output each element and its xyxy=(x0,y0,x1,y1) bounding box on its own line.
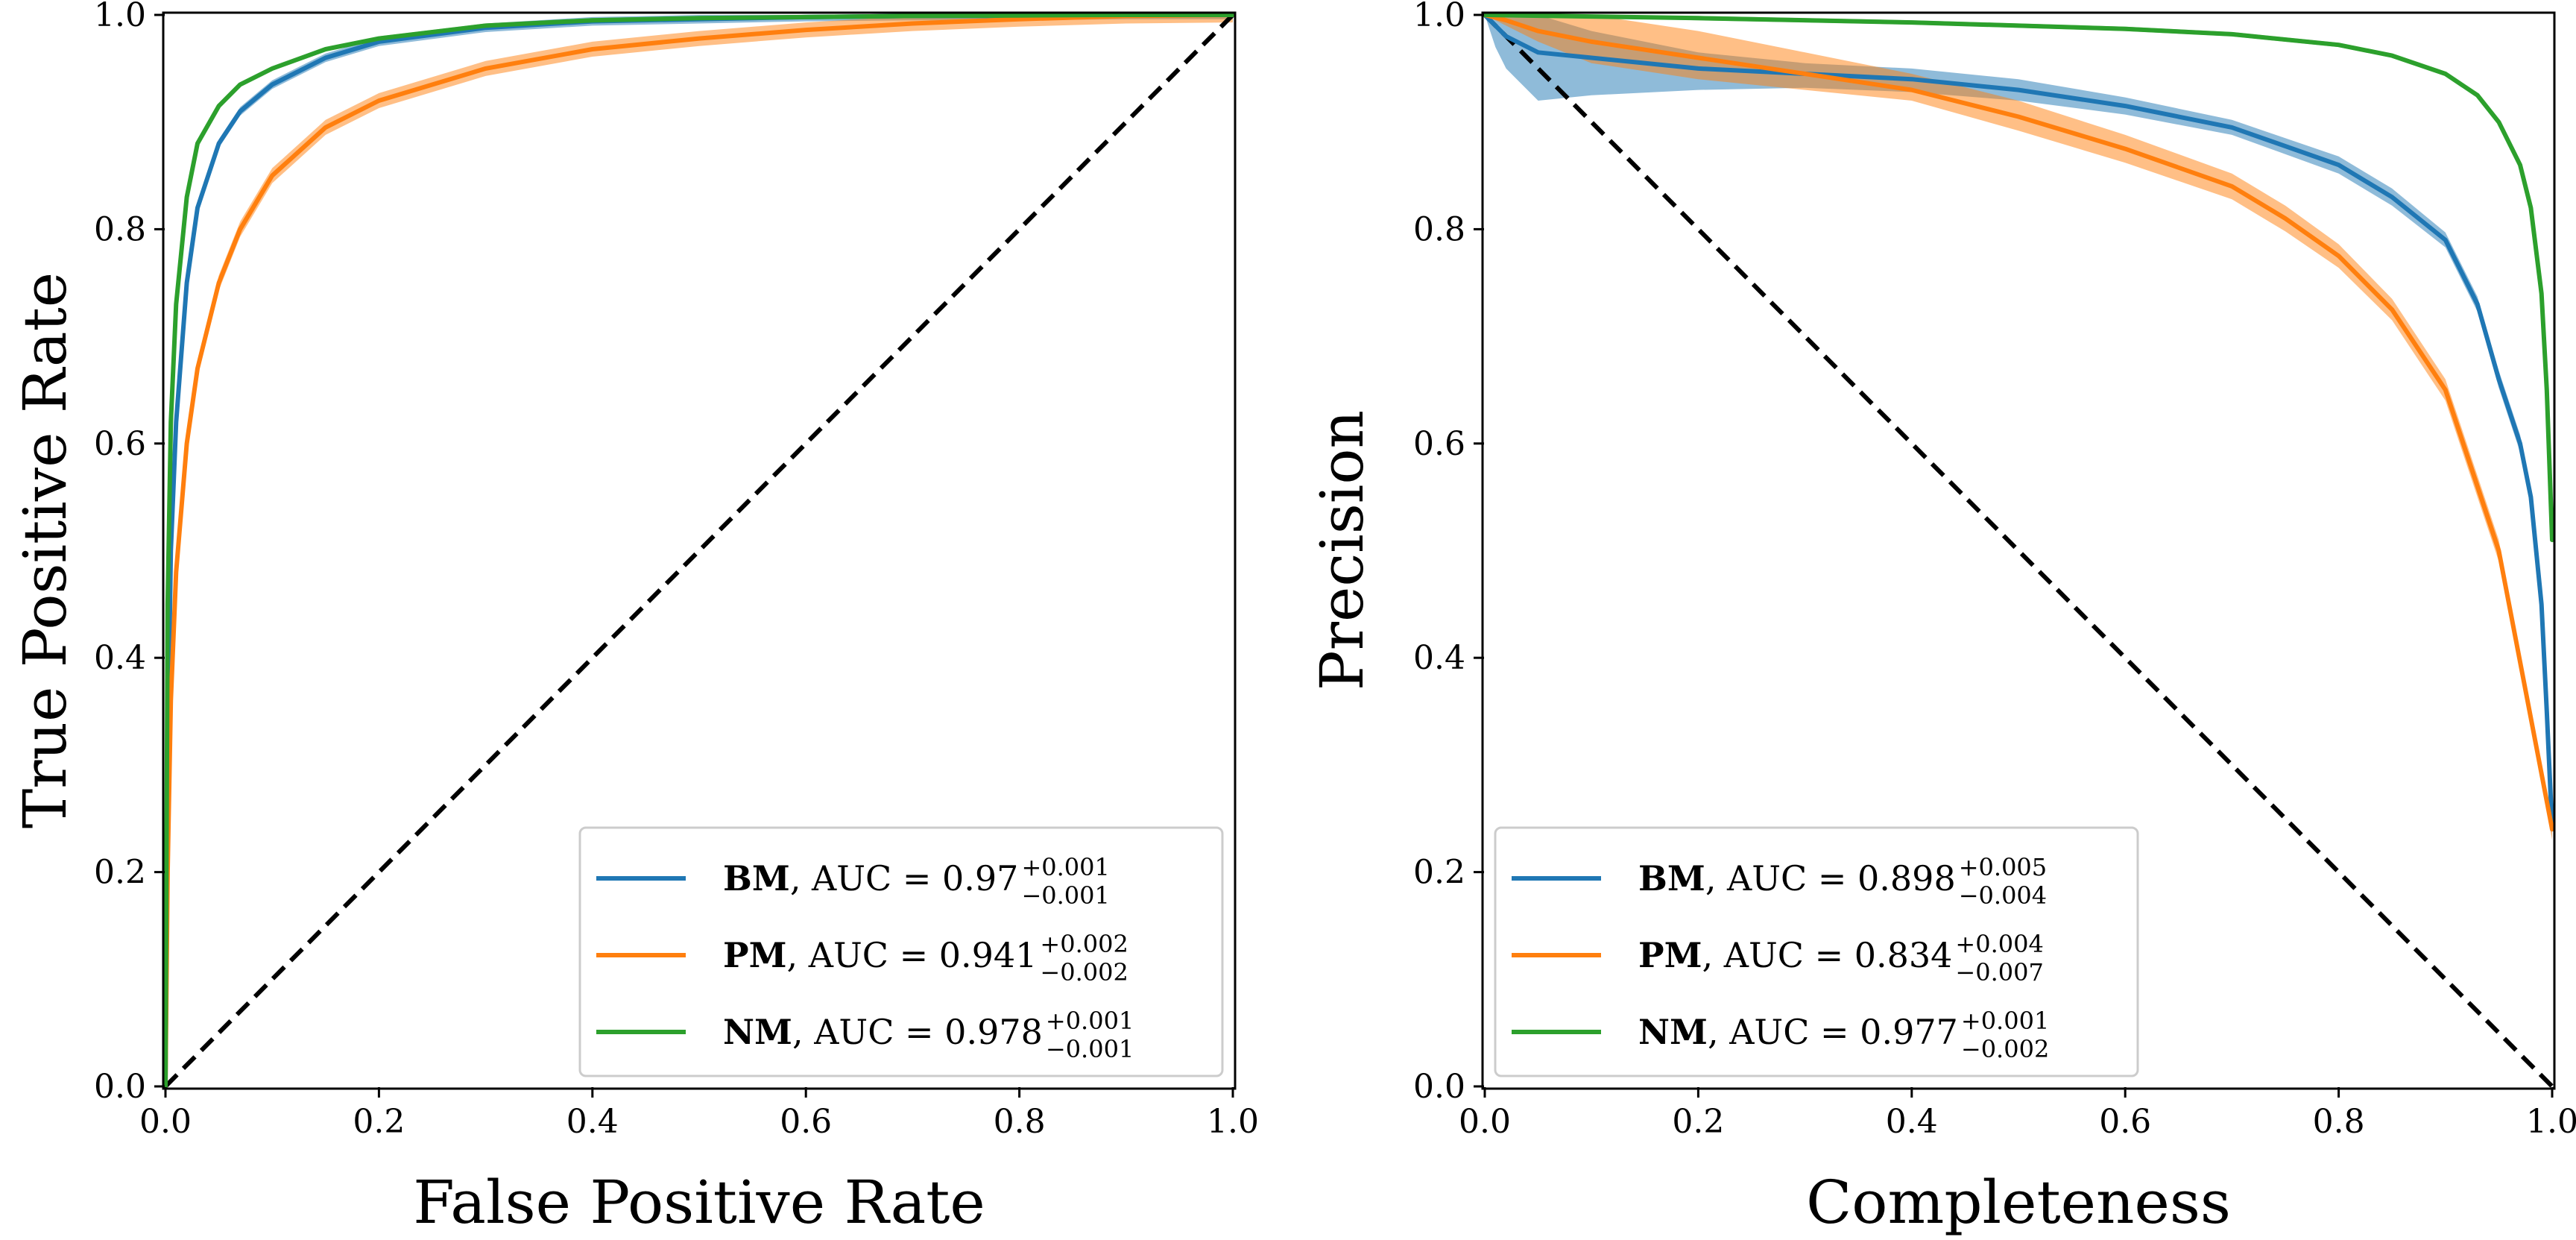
roc-y-tick-label: 0.8 xyxy=(94,210,146,248)
roc-y-tick-label: 1.0 xyxy=(94,0,146,34)
pr-y-tick-label: 0.4 xyxy=(1413,639,1465,677)
pr-legend: BM, AUC = 0.898 +0.005 −0.004 PM, AUC = 0.8… xyxy=(1494,826,2139,1077)
pr-band-pm xyxy=(1485,15,2552,840)
pr-x-tick-label: 0.8 xyxy=(2313,1103,2365,1141)
pr-curves xyxy=(1483,13,2554,832)
roc-chart: 0.0 0.2 0.4 0.6 0.8 1.0 0.0 0.2 0.4 0.6 0.8 1.0 Fa… xyxy=(10,0,1259,1237)
pr-line-bm xyxy=(1483,13,2554,832)
roc-x-tick-label: 1.0 xyxy=(1207,1103,1259,1141)
pr-x-tick-label: 0.4 xyxy=(1886,1103,1938,1141)
pr-x-axis-label: Completeness xyxy=(1806,1168,2231,1237)
roc-y-tick-label: 0.6 xyxy=(94,425,146,463)
pr-legend-label-pm: PM, AUC = 0.834 +0.004 −0.007 xyxy=(1638,930,2044,986)
roc-y-tick-label: 0.2 xyxy=(94,854,146,892)
roc-line-pm xyxy=(163,13,1235,1089)
pr-x-tick-label: 0.0 xyxy=(1459,1103,1511,1141)
pr-y-tick-label: 0.6 xyxy=(1413,425,1465,463)
pr-y-tick-label: 0.0 xyxy=(1413,1068,1465,1106)
roc-x-tick-label: 0.6 xyxy=(780,1103,832,1141)
roc-y-ticks: 0.0 0.2 0.4 0.6 0.8 1.0 xyxy=(94,0,165,1106)
roc-legend: BM, AUC = 0.97 +0.001 −0.001 PM, AUC = 0.94… xyxy=(578,826,1224,1077)
roc-y-tick-label: 0.4 xyxy=(94,639,146,677)
roc-line-nm xyxy=(163,13,1235,1089)
roc-plot-frame xyxy=(162,11,1237,1090)
roc-legend-label-bm: BM, AUC = 0.97 +0.001 −0.001 xyxy=(723,853,1110,910)
roc-x-tick-label: 0.8 xyxy=(994,1103,1046,1141)
pr-y-tick-label: 1.0 xyxy=(1413,0,1465,34)
pr-line-nm xyxy=(1483,13,2554,543)
pr-y-tick-label: 0.8 xyxy=(1413,210,1465,248)
roc-y-axis-label: True Positive Rate xyxy=(10,272,80,828)
roc-x-tick-label: 0.2 xyxy=(353,1103,405,1141)
pr-bands xyxy=(1485,15,2552,840)
roc-x-tick-label: 0.4 xyxy=(566,1103,619,1141)
roc-legend-label-nm: NM, AUC = 0.978 +0.001 −0.001 xyxy=(723,1007,1134,1063)
pr-legend-label-bm: BM, AUC = 0.898 +0.005 −0.004 xyxy=(1638,853,2047,910)
roc-curves xyxy=(163,13,1235,1089)
pr-x-tick-label: 1.0 xyxy=(2526,1103,2576,1141)
pr-x-tick-label: 0.2 xyxy=(1672,1103,1724,1141)
pr-y-ticks: 0.0 0.2 0.4 0.6 0.8 1.0 xyxy=(1413,0,1484,1106)
pr-legend-box xyxy=(1494,826,2139,1077)
pr-chart: 0.0 0.2 0.4 0.6 0.8 1.0 0.0 0.2 0.4 0.6 0.8 1.0 Co… xyxy=(1307,0,2576,1237)
roc-x-axis-label: False Positive Rate xyxy=(413,1168,985,1237)
roc-legend-label-pm: PM, AUC = 0.941 +0.002 −0.002 xyxy=(723,930,1128,986)
roc-x-ticks: 0.0 0.2 0.4 0.6 0.8 1.0 xyxy=(139,1087,1259,1141)
roc-legend-box xyxy=(578,826,1224,1077)
pr-y-axis-label: Precision xyxy=(1307,410,1377,690)
pr-plot-frame xyxy=(1481,11,2556,1090)
pr-y-tick-label: 0.2 xyxy=(1413,854,1465,892)
pr-x-tick-label: 0.6 xyxy=(2099,1103,2151,1141)
pr-x-ticks: 0.0 0.2 0.4 0.6 0.8 1.0 xyxy=(1459,1087,2576,1141)
roc-y-tick-label: 0.0 xyxy=(94,1068,146,1106)
pr-band-bm xyxy=(1485,15,2552,838)
roc-x-tick-label: 0.0 xyxy=(139,1103,192,1141)
pr-line-pm xyxy=(1483,13,2554,832)
pr-legend-label-nm: NM, AUC = 0.977 +0.001 −0.002 xyxy=(1638,1007,2049,1063)
